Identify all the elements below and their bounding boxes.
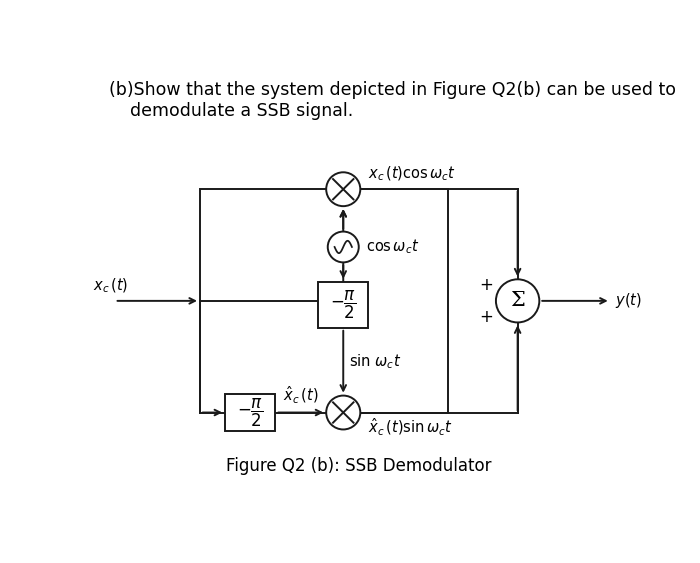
- Text: Figure Q2 (b): SSB Demodulator: Figure Q2 (b): SSB Demodulator: [226, 457, 491, 475]
- Text: (b)Show that the system depicted in Figure Q2(b) can be used to: (b)Show that the system depicted in Figu…: [109, 82, 676, 100]
- Text: $\sin\,\omega_c t$: $\sin\,\omega_c t$: [349, 352, 402, 371]
- Text: $\hat{x}_c\,(t)\sin\omega_c t$: $\hat{x}_c\,(t)\sin\omega_c t$: [368, 417, 453, 437]
- Text: $-\dfrac{\pi}{2}$: $-\dfrac{\pi}{2}$: [237, 396, 263, 428]
- Text: +: +: [480, 308, 494, 326]
- Text: demodulate a SSB signal.: demodulate a SSB signal.: [130, 102, 354, 120]
- Text: $\hat{x}_c\,(t)$: $\hat{x}_c\,(t)$: [283, 385, 318, 406]
- Text: Σ: Σ: [510, 292, 525, 310]
- Circle shape: [496, 279, 539, 323]
- Circle shape: [326, 396, 361, 430]
- Circle shape: [328, 231, 358, 262]
- Text: +: +: [480, 276, 494, 294]
- Text: $\cos\omega_c t$: $\cos\omega_c t$: [367, 238, 420, 256]
- Text: $x_c\,(t)$: $x_c\,(t)$: [93, 276, 128, 294]
- Circle shape: [326, 172, 361, 206]
- Bar: [200, 189, 448, 413]
- Text: $x_c\,(t)\cos\omega_c t$: $x_c\,(t)\cos\omega_c t$: [368, 164, 456, 183]
- Bar: [225, 394, 275, 431]
- Text: $-\dfrac{\pi}{2}$: $-\dfrac{\pi}{2}$: [330, 289, 356, 321]
- Bar: [318, 282, 368, 328]
- Text: $y(t)$: $y(t)$: [615, 292, 642, 310]
